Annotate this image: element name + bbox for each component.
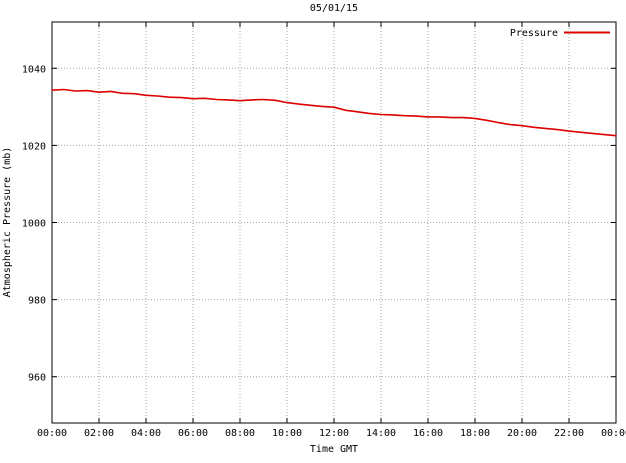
x-tick-label: 00:00 xyxy=(37,428,67,439)
y-tick-label: 980 xyxy=(28,296,46,307)
y-tick-label: 960 xyxy=(28,373,46,384)
y-tick-label: 1020 xyxy=(22,141,46,152)
y-tick-label: 1040 xyxy=(22,64,46,75)
pressure-line xyxy=(51,88,617,137)
plot-border xyxy=(51,21,617,424)
x-tick-label: 06:00 xyxy=(178,428,208,439)
x-tick-label: 14:00 xyxy=(366,428,396,439)
x-tick-label: 12:00 xyxy=(319,428,349,439)
chart-title: 05/01/15 xyxy=(310,3,358,14)
x-tick-label: 10:00 xyxy=(272,428,302,439)
x-tick-label: 00:00 xyxy=(601,428,626,439)
x-tick-label: 20:00 xyxy=(507,428,537,439)
x-axis-label: Time GMT xyxy=(310,444,358,455)
x-tick-label: 18:00 xyxy=(460,428,490,439)
x-tick-label: 08:00 xyxy=(225,428,255,439)
y-tick-label: 1000 xyxy=(22,219,46,230)
x-tick-label: 02:00 xyxy=(84,428,114,439)
x-tick-label: 04:00 xyxy=(131,428,161,439)
y-axis-label: Atmospheric Pressure (mb) xyxy=(2,147,13,298)
x-tick-label: 22:00 xyxy=(554,428,584,439)
x-tick-label: 16:00 xyxy=(413,428,443,439)
legend-label: Pressure xyxy=(510,28,558,39)
